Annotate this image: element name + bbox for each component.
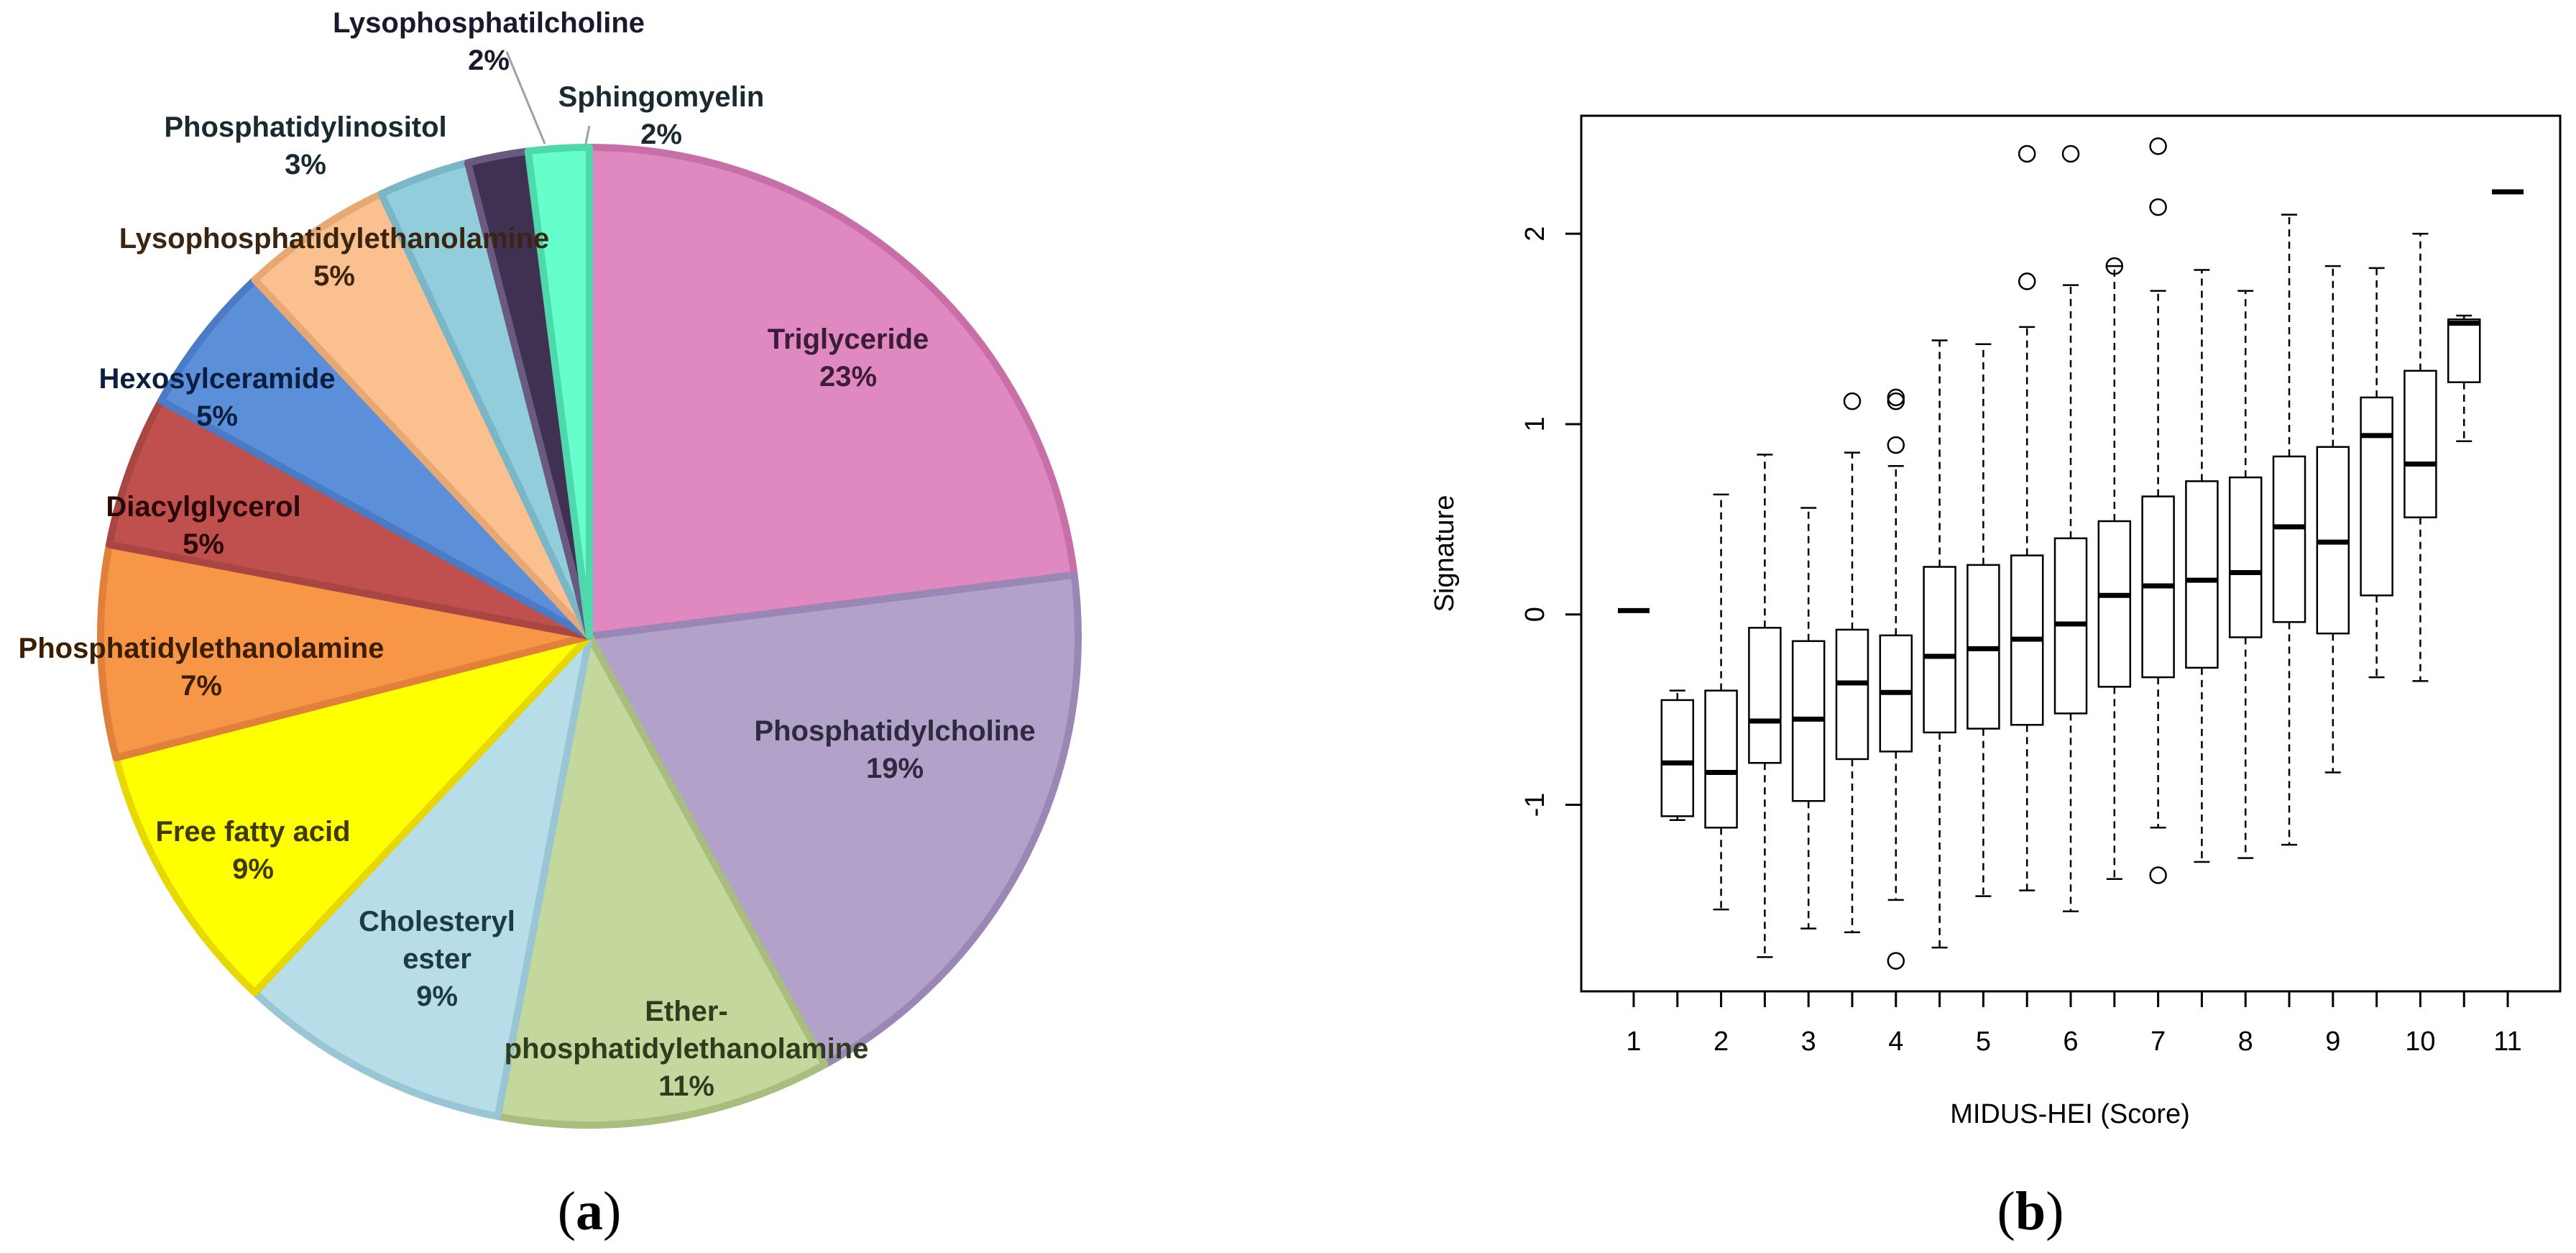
box-8.5 [2272, 214, 2306, 846]
iqr-box [2097, 520, 2132, 688]
iqr-box [2404, 370, 2437, 518]
x-tick-label: 11 [2493, 1027, 2521, 1057]
outlier-point [2149, 866, 2167, 884]
outlier-point [1843, 392, 1862, 410]
iqr-box [2360, 396, 2393, 597]
outlier-point [2149, 137, 2167, 155]
box-6.5 [2097, 257, 2132, 881]
box-4 [1879, 388, 1913, 970]
x-axis: 1 2 3 4 5 6 7 8 9 10 11 [1626, 991, 2522, 1057]
y-tick-label: 0 [1520, 607, 1550, 622]
pie-slice-phosphatidylcholine [586, 571, 1082, 1068]
x-tick-label: 5 [1976, 1027, 1991, 1057]
box-3 [1791, 507, 1826, 930]
box-6 [2053, 144, 2088, 913]
x-axis-title: MIDUS-HEI (Score) [1950, 1099, 2190, 1129]
box-9 [2316, 265, 2350, 774]
pie-label-hexosylceramide: Hexosylceramide 5% [98, 363, 335, 432]
outlier-point [2105, 257, 2124, 275]
x-tick-label: 10 [2405, 1027, 2435, 1057]
box-7.5 [2185, 269, 2219, 863]
pie-slice-sphingomyelin [524, 144, 593, 640]
y-axis-title: Signature [1430, 495, 1460, 612]
pie-label-ether-phosphatidylethanolamine: Ether-phosphatidylethanolamine 11% [505, 996, 869, 1102]
box-1.5 [1660, 689, 1695, 821]
pie-label-triglyceride: Triglyceride 23% [768, 323, 929, 393]
iqr-box [1835, 628, 1869, 761]
box-9.5 [2360, 267, 2393, 679]
outlier-point [1887, 952, 1905, 970]
pie-label-phosphatidylcholine: Phosphatidylcholine 19% [754, 715, 1035, 784]
leader-line [584, 125, 591, 144]
box-5.5 [2010, 144, 2044, 891]
outlier-point [1887, 388, 1905, 407]
outlier-point [2018, 144, 2036, 163]
pie-label-phosphatidylinositol: Phosphatidylinositol 3% [164, 111, 446, 180]
y-tick-label: 1 [1520, 416, 1550, 431]
iqr-box [1923, 566, 1956, 734]
iqr-box [2185, 480, 2219, 669]
pie-label-sphingomyelin: Sphingomyelin 2% [558, 81, 765, 150]
pie-label-cholesteryl-ester: Cholesteryl ester 9% [359, 906, 515, 1012]
iqr-box [2447, 318, 2481, 383]
y-tick-label: 2 [1520, 226, 1550, 242]
pie-chart [96, 144, 1082, 1129]
x-tick-label: 9 [2325, 1027, 2340, 1057]
pie-labels: Triglyceride 23% Phosphatidylcholine 19% Eth… [19, 7, 1036, 1102]
pie-slice-free-fatty-acid [112, 633, 593, 996]
x-tick-label: 3 [1801, 1027, 1816, 1057]
pie-slice-ether-phosphatidylethanolamine [494, 633, 829, 1129]
outlier-point [1887, 436, 1905, 454]
pie-label-lysophosphatidylethanolamine: Lysophosphatidylethanolamine 5% [119, 223, 550, 292]
box-10 [2404, 232, 2437, 682]
pie-slice-diacylglycerol [106, 397, 593, 640]
x-tick-label: 8 [2238, 1027, 2253, 1057]
x-tick-label: 2 [1714, 1027, 1729, 1057]
x-tick-label: 7 [2150, 1027, 2166, 1057]
box-8 [2228, 290, 2263, 859]
box-2 [1704, 493, 1738, 911]
x-tick-label: 6 [2063, 1027, 2078, 1057]
pie-label-free-fatty-acid: Free fatty acid 9% [155, 816, 350, 885]
iqr-box [2228, 476, 2263, 638]
panel-caption-a: (a) [558, 1181, 622, 1241]
pie-label-diacylglycerol: Diacylglycerol 5% [106, 491, 300, 560]
box-plot: -1 0 1 2 1 2 3 4 5 6 7 8 9 10 11 Signature MIDUS-HEI … [1430, 114, 2562, 1129]
pie-slice-hexosylceramide [157, 276, 593, 640]
iqr-box [1748, 627, 1782, 764]
leader-line [505, 51, 546, 144]
x-tick-label: 4 [1888, 1027, 1903, 1057]
pie-slice-lysophosphatidylethanolamine [251, 190, 593, 640]
pie-label-phosphatidylethanolamine: Phosphatidylethanolamine 7% [19, 633, 385, 702]
panel-caption-b: (b) [1997, 1181, 2064, 1241]
box-4.5 [1923, 339, 1956, 949]
outlier-point [2018, 272, 2036, 290]
pie-slice-phosphatidylethanolamine [96, 541, 593, 762]
outlier-point [1887, 392, 1905, 410]
x-tick-label: 1 [1626, 1027, 1641, 1057]
pie-slice-cholesteryl-ester [251, 633, 593, 1120]
iqr-box [2272, 455, 2306, 623]
iqr-box [1704, 689, 1738, 829]
outlier-point [2061, 144, 2080, 163]
y-tick-label: -1 [1520, 793, 1550, 817]
y-axis: -1 0 1 2 [1520, 226, 1581, 817]
box-2.5 [1748, 454, 1782, 958]
boxes [1617, 137, 2524, 970]
box-10.5 [2447, 314, 2481, 443]
box-7 [2141, 137, 2175, 884]
pie-label-lysophosphatilcholine: Lysophosphatilcholine 2% [333, 7, 645, 76]
pie-slice-triglyceride [586, 144, 1078, 640]
iqr-box [1660, 699, 1695, 817]
box-3.5 [1835, 392, 1869, 934]
outlier-point [2149, 198, 2167, 216]
box-5 [1966, 343, 2000, 897]
